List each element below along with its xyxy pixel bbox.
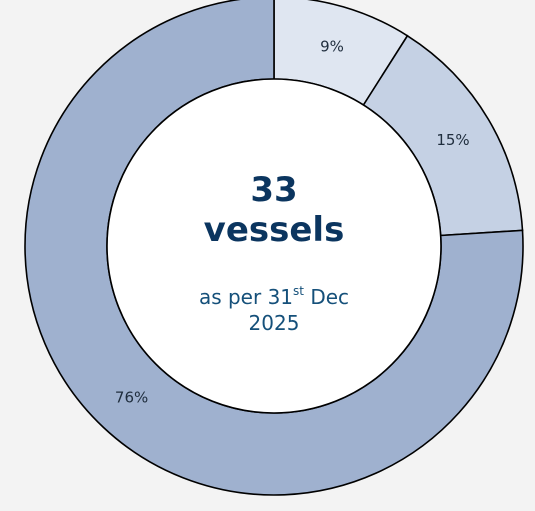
date-caption: as per 31st Dec 2025 xyxy=(128,284,420,336)
slice-label-3: 76% xyxy=(115,389,148,407)
slice-label-2: 15% xyxy=(436,131,469,149)
date-superscript: st xyxy=(293,284,304,299)
center-summary: 33 vessels as per 31st Dec 2025 xyxy=(128,170,420,336)
slice-label-1: 9% xyxy=(320,37,344,55)
date-prefix: as per 31 xyxy=(198,285,294,309)
donut-hole xyxy=(106,78,442,414)
vessel-count: 33 xyxy=(250,170,298,210)
vessel-unit: vessels xyxy=(203,210,345,250)
date-year: 2025 xyxy=(248,311,300,335)
date-suffix: Dec xyxy=(303,285,350,309)
